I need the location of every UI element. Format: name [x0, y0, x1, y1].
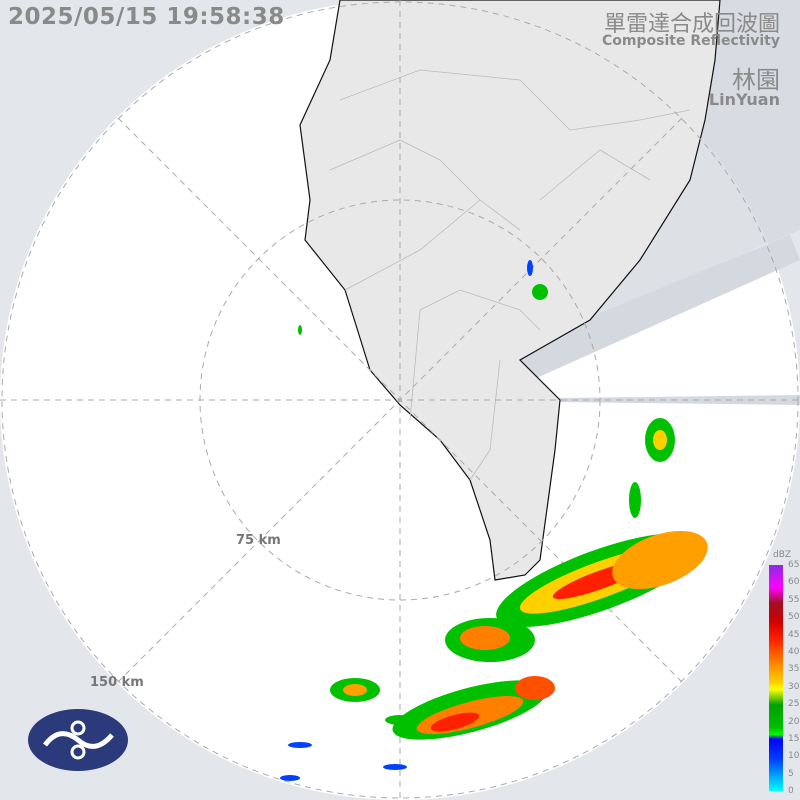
legend-tick: 25	[788, 699, 800, 710]
legend-tick: 5	[788, 768, 794, 779]
echo-cell	[612, 530, 708, 590]
echo-cell	[629, 482, 641, 518]
echo-cell	[527, 260, 533, 276]
title-en: Composite Reflectivity	[602, 33, 780, 49]
legend-tick: 65	[788, 560, 800, 570]
echo-cell	[515, 676, 555, 700]
echo-cell	[532, 284, 548, 300]
title-zh: 單雷達合成回波圖	[603, 12, 780, 37]
legend-tick: 30	[788, 681, 800, 692]
legend-tick: 15	[788, 734, 800, 744]
legend-tick: 35	[788, 664, 800, 675]
legend-color-bar	[769, 565, 783, 791]
legend-tick: 40	[788, 647, 800, 657]
legend-tick: 20	[788, 716, 800, 727]
echo-cell	[430, 712, 480, 732]
echo-cell	[460, 626, 510, 650]
echo-cell	[298, 325, 302, 335]
range-label-75: 75 km	[236, 533, 281, 548]
blocked-beam	[510, 235, 800, 390]
radar-echoes	[280, 260, 708, 781]
echo-cell	[288, 742, 312, 748]
legend-tick: 60	[788, 577, 800, 588]
echo-cell	[383, 764, 407, 770]
county-borders	[329, 69, 691, 481]
echo-cell	[280, 775, 300, 781]
station-en: LinYuan	[708, 90, 780, 109]
legend-tick: 45	[788, 629, 800, 640]
legend-tick: 50	[788, 612, 800, 623]
timestamp: 2025/05/15 19:58:38	[8, 4, 285, 30]
legend-tick: 10	[788, 751, 800, 762]
echo-cell	[343, 684, 367, 696]
range-label-150: 150 km	[90, 675, 144, 690]
legend-tick: 0	[788, 786, 794, 797]
station-zh: 林園	[732, 66, 780, 94]
echo-cell	[653, 430, 667, 450]
echo-cell	[385, 715, 415, 725]
legend-unit: dBZ	[773, 550, 792, 560]
cwa-logo	[28, 709, 128, 771]
legend-tick: 55	[788, 594, 800, 605]
